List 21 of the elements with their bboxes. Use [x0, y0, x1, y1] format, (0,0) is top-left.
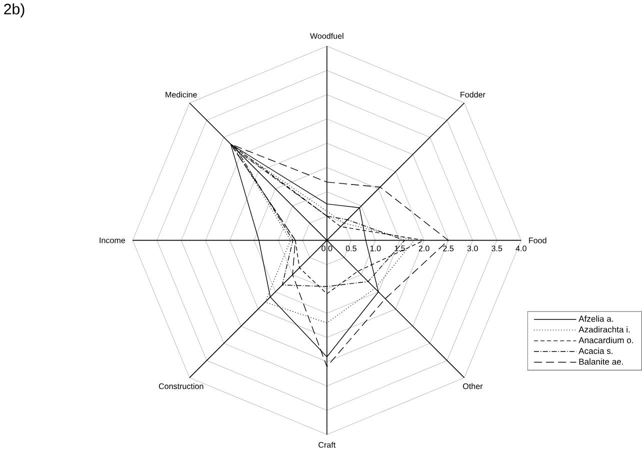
- spoke-label: Fodder: [460, 92, 486, 98]
- spoke-label: Other: [463, 383, 483, 390]
- legend-label: Balanite ae.: [579, 358, 623, 365]
- y-tick-label: 1.0: [370, 246, 381, 252]
- y-tick-label: 0.5: [346, 246, 356, 252]
- spoke-label: Medicine: [166, 92, 197, 98]
- spoke-label: Craft: [318, 442, 336, 448]
- legend-label: Azadirachta i.: [578, 326, 630, 333]
- y-tick-label: 3.5: [492, 246, 502, 252]
- y-tick-label: 2.5: [443, 246, 454, 252]
- y-tick-label: 4.0: [516, 246, 526, 252]
- legend-label: Acacia s.: [578, 348, 613, 354]
- spoke-label: Woodfuel: [310, 33, 344, 39]
- legend-label: Afzelia a.: [578, 316, 613, 322]
- chart-title: 2b): [4, 3, 24, 18]
- spoke-label: Food: [529, 238, 546, 244]
- spoke-label: Construction: [158, 383, 204, 390]
- spoke-label: Income: [100, 238, 126, 244]
- y-tick-label: 3.0: [467, 246, 478, 252]
- y-tick-label: 2.0: [418, 246, 430, 252]
- legend-label: Anacardium o.: [578, 337, 633, 344]
